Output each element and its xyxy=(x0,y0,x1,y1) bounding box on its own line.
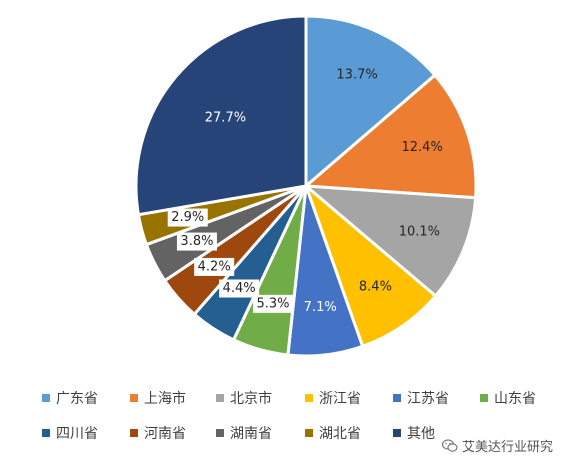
legend-label: 江苏省 xyxy=(407,391,449,407)
legend-item-9: 湖北省 xyxy=(305,423,361,443)
pie-data-label-0: 13.7% xyxy=(336,67,377,82)
pie-data-label-9: 2.9% xyxy=(171,210,204,225)
legend-item-3: 浙江省 xyxy=(305,388,361,408)
pie-data-label-6: 4.4% xyxy=(223,281,256,296)
legend-item-8: 湖南省 xyxy=(216,423,272,443)
pie-slice-10 xyxy=(134,14,308,217)
pie-slice-2 xyxy=(304,184,478,298)
legend-label: 四川省 xyxy=(56,426,98,442)
pie-data-label-bg-7 xyxy=(194,257,235,276)
legend-item-0: 广东省 xyxy=(42,388,98,408)
legend-swatch xyxy=(305,429,313,437)
legend-item-10: 其他 xyxy=(393,423,435,443)
legend-swatch xyxy=(393,429,401,437)
legend-swatch xyxy=(393,394,401,402)
pie-chart: 13.7% 12.4% 10.1% 8.4% 7.1% 5.3%4.4% 4.2% 3.8% 2… xyxy=(134,14,478,358)
pie-data-label-2: 10.1% xyxy=(399,225,440,240)
wechat-icon xyxy=(442,438,458,452)
legend-label: 上海市 xyxy=(144,391,186,407)
legend-label: 浙江省 xyxy=(319,391,361,407)
pie-data-label-bg-6 xyxy=(219,279,260,298)
pie-data-label-10: 27.7% xyxy=(205,111,246,126)
legend-item-6: 四川省 xyxy=(42,423,98,443)
pie-data-label-3: 8.4% xyxy=(359,279,392,294)
pie-slice-3 xyxy=(304,184,438,348)
legend-swatch xyxy=(42,429,50,437)
legend-label: 湖南省 xyxy=(230,426,272,442)
legend-swatch xyxy=(130,429,138,437)
pie-data-label-4: 7.1% xyxy=(304,300,337,315)
legend-swatch xyxy=(130,394,138,402)
legend-item-1: 上海市 xyxy=(130,388,186,408)
legend-item-2: 北京市 xyxy=(216,388,272,408)
pie-slice-0 xyxy=(304,14,437,188)
legend-label: 湖北省 xyxy=(319,426,361,442)
pie-data-label-bg-5 xyxy=(252,294,293,313)
legend-swatch xyxy=(480,394,488,402)
pie-data-label-bg-8 xyxy=(176,232,217,251)
legend-label: 其他 xyxy=(407,426,435,442)
legend-item-5: 山东省 xyxy=(480,388,536,408)
pie-data-label-1: 12.4% xyxy=(402,140,443,155)
pie-slice-1 xyxy=(304,73,478,200)
pie-data-label-5: 5.3% xyxy=(256,296,289,311)
legend-label: 广东省 xyxy=(56,391,98,407)
pie-data-labels: 13.7% 12.4% 10.1% 8.4% 7.1% 5.3%4.4% 4.2% 3.8% 2… xyxy=(167,67,443,315)
legend-label: 北京市 xyxy=(230,391,272,407)
legend-item-7: 河南省 xyxy=(130,423,186,443)
watermark-text: 艾美达行业研究 xyxy=(462,440,554,455)
legend-swatch xyxy=(305,394,313,402)
legend-swatch xyxy=(216,429,224,437)
legend-label: 山东省 xyxy=(494,391,536,407)
legend-swatch xyxy=(216,394,224,402)
pie-data-label-8: 3.8% xyxy=(180,234,213,249)
legend-label: 河南省 xyxy=(144,426,186,442)
legend-swatch xyxy=(42,394,50,402)
watermark: 艾美达行业研究 xyxy=(440,436,556,455)
pie-data-label-7: 4.2% xyxy=(198,259,231,274)
pie-data-label-bg-9 xyxy=(167,208,208,227)
legend-item-4: 江苏省 xyxy=(393,388,449,408)
